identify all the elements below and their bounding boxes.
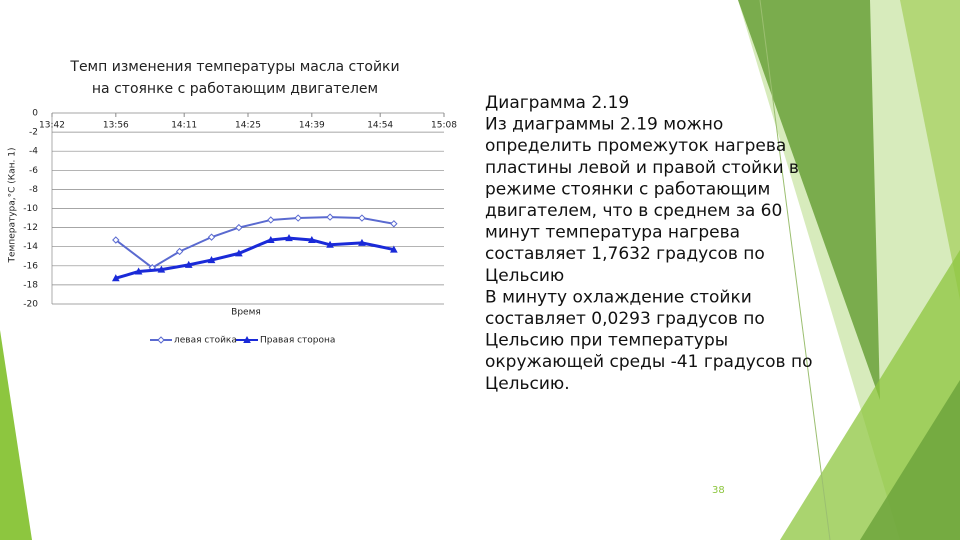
marker: [243, 335, 251, 343]
x-tick-label: 14:54: [367, 121, 393, 131]
chart-title: Темп изменения температуры масла стойки: [69, 59, 399, 75]
x-tick-label: 14:39: [299, 121, 325, 131]
body-text: определить промежуток нагрева: [485, 136, 786, 156]
page-number: 38: [712, 485, 725, 496]
decor: [900, 0, 960, 300]
body-text: Цельсию.: [485, 374, 570, 394]
marker: [326, 240, 334, 248]
marker: [326, 213, 334, 221]
y-tick-label: -20: [23, 300, 38, 310]
y-axis-label: Температура,°С (Кан. 1): [8, 147, 18, 263]
marker: [134, 267, 143, 275]
x-axis-label: Время: [231, 308, 261, 318]
body-text: двигателем, что в среднем за 60: [485, 201, 782, 221]
marker: [184, 260, 193, 268]
x-tick-label: 14:25: [235, 121, 261, 131]
marker: [390, 245, 398, 253]
marker: [112, 236, 120, 244]
body-text: составляет 0,0293 градусов по: [485, 309, 765, 329]
body-text: Цельсию: [485, 266, 564, 286]
marker: [266, 235, 275, 244]
body-text: режиме стоянки с работающим: [485, 179, 770, 199]
marker: [207, 256, 216, 264]
body-text: окружающей среды -41 градусов по: [485, 352, 812, 372]
body-text: составляет 1,7632 градусов по: [485, 244, 765, 264]
y-tick-label: -4: [29, 147, 38, 157]
y-tick-label: 0: [32, 109, 38, 119]
decor: [759, 0, 831, 540]
marker: [111, 274, 120, 282]
marker: [307, 235, 316, 244]
y-tick-label: -18: [23, 280, 38, 290]
legend-label: левая стойка: [174, 336, 237, 346]
chart-title: на стоянке с работающим двигателем: [92, 81, 378, 97]
marker: [175, 247, 184, 256]
series-line: [115, 236, 395, 280]
decor: [860, 380, 960, 540]
body-text: Из диаграммы 2.19 можно: [485, 115, 723, 135]
body-text: Диаграмма 2.19: [485, 93, 629, 113]
decor: [738, 0, 880, 400]
body-text: Цельсию при температуры: [485, 331, 728, 351]
marker: [267, 216, 275, 224]
body-text: В минуту охлаждение стойки: [485, 287, 752, 307]
marker: [235, 249, 243, 257]
body-text: пластины левой и правой стойки в: [485, 158, 799, 178]
y-tick-label: -10: [23, 204, 38, 214]
y-tick-label: -12: [23, 223, 38, 233]
marker: [235, 223, 243, 232]
body-text: минут температура нагрева: [485, 223, 740, 243]
marker: [358, 238, 366, 246]
y-tick-label: -6: [29, 166, 38, 176]
decor: [0, 330, 32, 540]
x-tick-label: 15:08: [431, 121, 457, 131]
legend-label: Правая сторона: [260, 336, 335, 346]
y-tick-label: -16: [23, 261, 38, 271]
y-tick-label: -2: [29, 128, 38, 138]
series-line: [115, 216, 395, 269]
y-tick-label: -8: [29, 185, 38, 195]
x-tick-label: 14:11: [171, 121, 197, 131]
marker: [358, 214, 366, 222]
marker: [207, 233, 216, 241]
marker: [285, 234, 293, 242]
marker: [390, 220, 398, 228]
x-tick-label: 13:42: [39, 121, 65, 131]
x-tick-label: 13:56: [103, 121, 129, 131]
marker: [157, 265, 166, 273]
y-tick-label: -14: [23, 242, 38, 252]
marker: [294, 214, 302, 222]
marker: [157, 336, 165, 344]
